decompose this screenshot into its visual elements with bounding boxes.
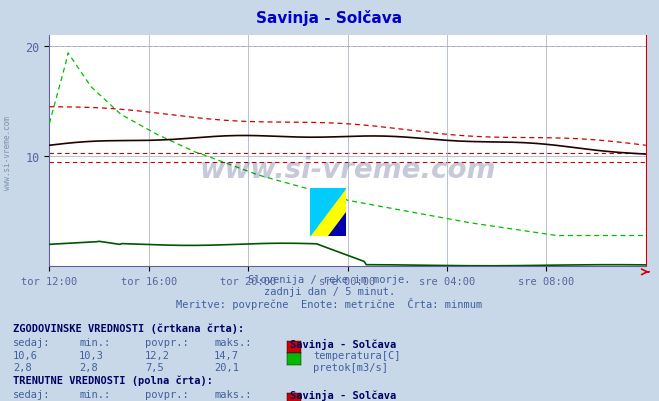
Text: 20,1: 20,1 <box>214 362 239 372</box>
Text: 10,3: 10,3 <box>79 350 104 360</box>
Text: sedaj:: sedaj: <box>13 338 51 348</box>
Text: Slovenija / reke in morje.: Slovenija / reke in morje. <box>248 275 411 285</box>
Text: maks.:: maks.: <box>214 338 252 348</box>
Polygon shape <box>310 188 346 237</box>
Text: 10,6: 10,6 <box>13 350 38 360</box>
Text: 14,7: 14,7 <box>214 350 239 360</box>
Text: Meritve: povprečne  Enote: metrične  Črta: minmum: Meritve: povprečne Enote: metrične Črta:… <box>177 297 482 309</box>
Text: www.si-vreme.com: www.si-vreme.com <box>200 156 496 184</box>
Text: 2,8: 2,8 <box>13 362 32 372</box>
Text: 7,5: 7,5 <box>145 362 163 372</box>
Text: maks.:: maks.: <box>214 389 252 399</box>
Text: ZGODOVINSKE VREDNOSTI (črtkana črta):: ZGODOVINSKE VREDNOSTI (črtkana črta): <box>13 323 244 333</box>
Text: sedaj:: sedaj: <box>13 389 51 399</box>
Text: Savinja - Solčava: Savinja - Solčava <box>256 10 403 26</box>
Text: www.si-vreme.com: www.si-vreme.com <box>3 115 13 189</box>
Polygon shape <box>328 213 346 237</box>
Text: 2,8: 2,8 <box>79 362 98 372</box>
Text: Savinja - Solčava: Savinja - Solčava <box>290 338 396 348</box>
Text: min.:: min.: <box>79 338 110 348</box>
Text: 12,2: 12,2 <box>145 350 170 360</box>
Text: min.:: min.: <box>79 389 110 399</box>
Text: Savinja - Solčava: Savinja - Solčava <box>290 389 396 400</box>
Text: TRENUTNE VREDNOSTI (polna črta):: TRENUTNE VREDNOSTI (polna črta): <box>13 375 213 385</box>
Text: pretok[m3/s]: pretok[m3/s] <box>313 362 388 372</box>
Text: povpr.:: povpr.: <box>145 338 188 348</box>
Polygon shape <box>310 188 346 237</box>
Text: povpr.:: povpr.: <box>145 389 188 399</box>
Text: zadnji dan / 5 minut.: zadnji dan / 5 minut. <box>264 286 395 296</box>
Text: temperatura[C]: temperatura[C] <box>313 350 401 360</box>
